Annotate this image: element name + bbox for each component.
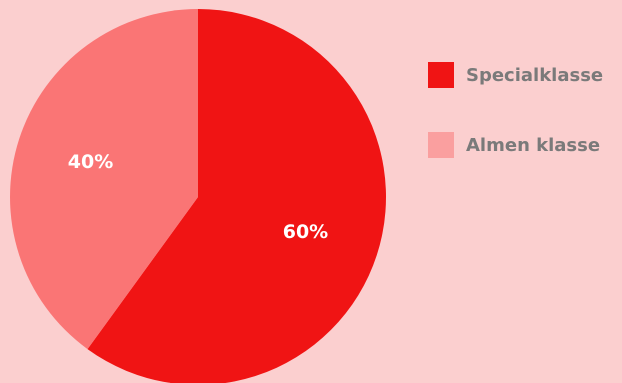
legend-swatch-almen-klasse — [428, 132, 454, 158]
pie-slice-specialklasse — [87, 9, 386, 383]
legend-item-specialklasse: Specialklasse — [428, 62, 603, 88]
pie-slice-almen-klasse — [10, 9, 198, 350]
legend-label-specialklasse: Specialklasse — [466, 64, 604, 86]
data-label-specialklasse: 60% — [283, 221, 328, 243]
legend-swatch-specialklasse — [428, 62, 454, 88]
legend-label-almen-klasse: Almen klasse — [466, 134, 601, 156]
legend-item-almen-klasse: Almen klasse — [428, 132, 603, 158]
legend: Specialklasse Almen klasse — [428, 62, 603, 202]
data-label-almen-klasse: 40% — [68, 151, 113, 173]
